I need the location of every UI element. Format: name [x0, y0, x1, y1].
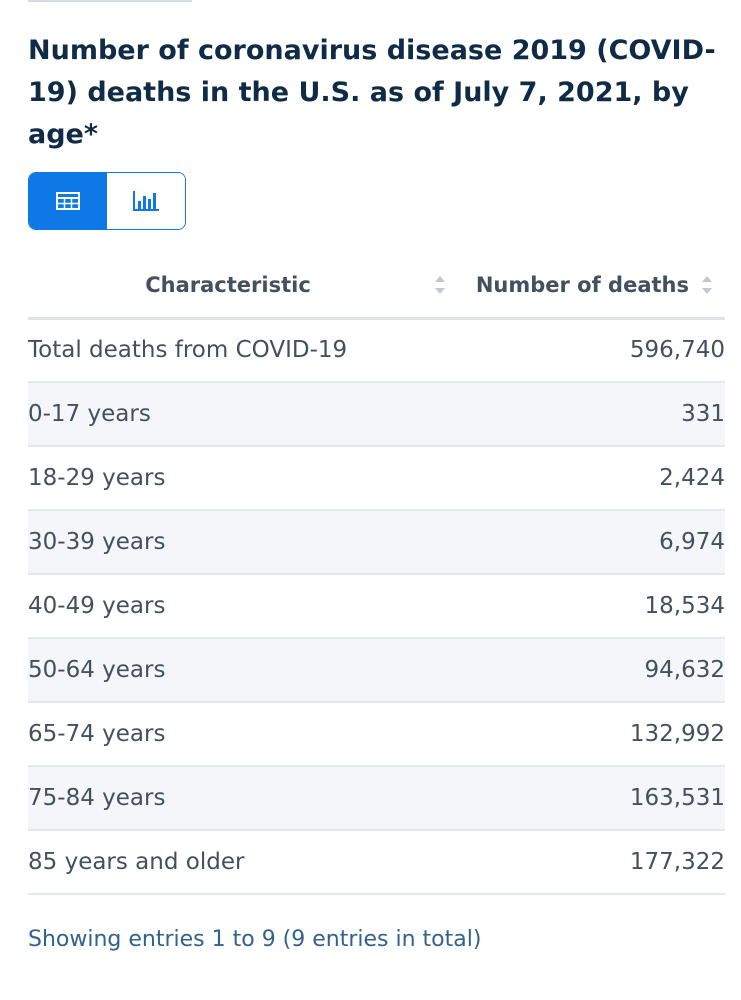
table-header-row: Characteristic Number of deaths	[28, 254, 725, 320]
row-value: 6,974	[448, 510, 725, 575]
table-row: 50-64 years 94,632	[28, 638, 725, 703]
row-value: 94,632	[448, 638, 725, 703]
row-label: 50-64 years	[28, 638, 448, 703]
table-row: 18-29 years 2,424	[28, 446, 725, 511]
page-title: Number of coronavirus disease 2019 (COVI…	[28, 35, 716, 150]
data-table: Characteristic Number of deaths	[28, 254, 725, 895]
sort-icon	[435, 276, 445, 295]
row-value: 331	[448, 382, 725, 447]
table-row: 75-84 years 163,531	[28, 766, 725, 831]
table-row: 65-74 years 132,992	[28, 702, 725, 767]
row-label: Total deaths from COVID-19	[28, 318, 448, 383]
table-row: Total deaths from COVID-19 596,740	[28, 318, 725, 383]
sort-icon	[702, 276, 712, 295]
row-label: 65-74 years	[28, 702, 448, 767]
column-header-label: Characteristic	[145, 273, 311, 298]
row-label: 75-84 years	[28, 766, 448, 831]
row-label: 30-39 years	[28, 510, 448, 575]
row-value: 596,740	[448, 318, 725, 383]
table-row: 85 years and older 177,322	[28, 830, 725, 895]
view-toggle	[28, 172, 186, 230]
row-label: 85 years and older	[28, 830, 448, 895]
top-divider	[28, 0, 192, 2]
chart-view-button[interactable]	[107, 173, 185, 229]
column-header-label: Number of deaths	[475, 273, 689, 298]
table-row: 40-49 years 18,534	[28, 574, 725, 639]
row-value: 2,424	[448, 446, 725, 511]
row-value: 163,531	[448, 766, 725, 831]
row-label: 18-29 years	[28, 446, 448, 511]
column-header-number-of-deaths[interactable]: Number of deaths	[448, 254, 725, 320]
row-value: 132,992	[448, 702, 725, 767]
row-value: 18,534	[448, 574, 725, 639]
bar-chart-icon	[133, 191, 159, 211]
table-row: 0-17 years 331	[28, 382, 725, 447]
row-label: 0-17 years	[28, 382, 448, 447]
entries-info: Showing entries 1 to 9 (9 entries in tot…	[28, 927, 482, 952]
column-header-characteristic[interactable]: Characteristic	[28, 254, 448, 320]
row-value: 177,322	[448, 830, 725, 895]
table-view-button[interactable]	[29, 173, 107, 229]
table-icon	[56, 192, 80, 210]
row-label: 40-49 years	[28, 574, 448, 639]
table-row: 30-39 years 6,974	[28, 510, 725, 575]
